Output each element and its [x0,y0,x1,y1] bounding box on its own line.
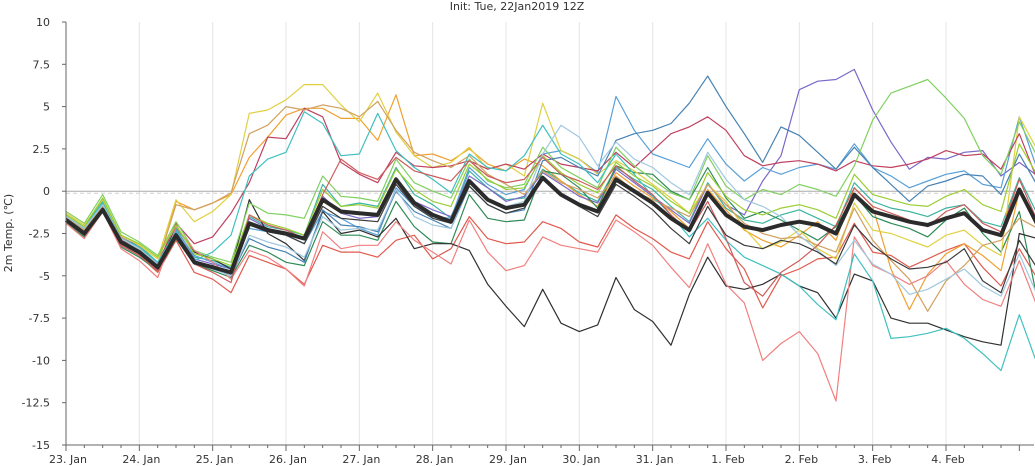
ensemble-mean-layer [64,175,1035,275]
y-tick-label: -10 [32,354,50,367]
ensemble-member-line [65,210,1035,402]
x-tick-label: 4. Feb [931,453,964,466]
y-tick-label: 10 [36,16,50,29]
ensemble-member-line [65,124,1035,297]
y-tick-label: -7.5 [29,312,50,325]
x-tick-label: 23. Jan [49,453,87,466]
x-tick-label: 26. Jan [269,453,307,466]
y-tick-label: -15 [32,439,50,452]
x-tick-label: 3. Feb [858,453,891,466]
x-tick-label: 1. Feb [711,453,744,466]
x-tick-label: 31. Jan [636,453,674,466]
ensemble-member-line [65,100,1035,312]
x-tick-label: 30. Jan [562,453,600,466]
chart-title: Init: Tue, 22Jan2019 12Z [450,0,585,13]
ensemble-member-line [65,207,1035,309]
y-tick-label: 5 [43,101,50,114]
ensemble-member-line [65,143,1035,267]
x-tick-label: 2. Feb [785,453,818,466]
ensemble-member-line [65,78,1035,263]
y-axis-label: 2m Temp. (℃) [2,194,15,272]
x-tick-label: 24. Jan [122,453,160,466]
ensemble-member-line [65,94,1035,311]
y-tick-label: -2.5 [29,228,50,241]
y-tick-label: 0 [43,185,50,198]
x-tick-label: 28. Jan [416,453,454,466]
ensemble-member-line [65,166,1035,268]
x-tick-label: 29. Jan [489,453,527,466]
y-tick-label: -5 [39,270,50,283]
y-tick-label: 2.5 [33,143,51,156]
ensemble-series-layer [65,68,1035,402]
y-tick-label: -12.5 [22,397,50,410]
y-tick-label: 7.5 [33,58,51,71]
ensemble-member-line [65,199,1035,346]
x-tick-label: 27. Jan [342,453,380,466]
ensemble-mean-line [64,175,1035,275]
ensemble-member-line [65,83,1035,260]
ensemble-member-line [65,156,1035,297]
grid-layer [65,22,1034,445]
x-tick-label: 25. Jan [196,453,234,466]
